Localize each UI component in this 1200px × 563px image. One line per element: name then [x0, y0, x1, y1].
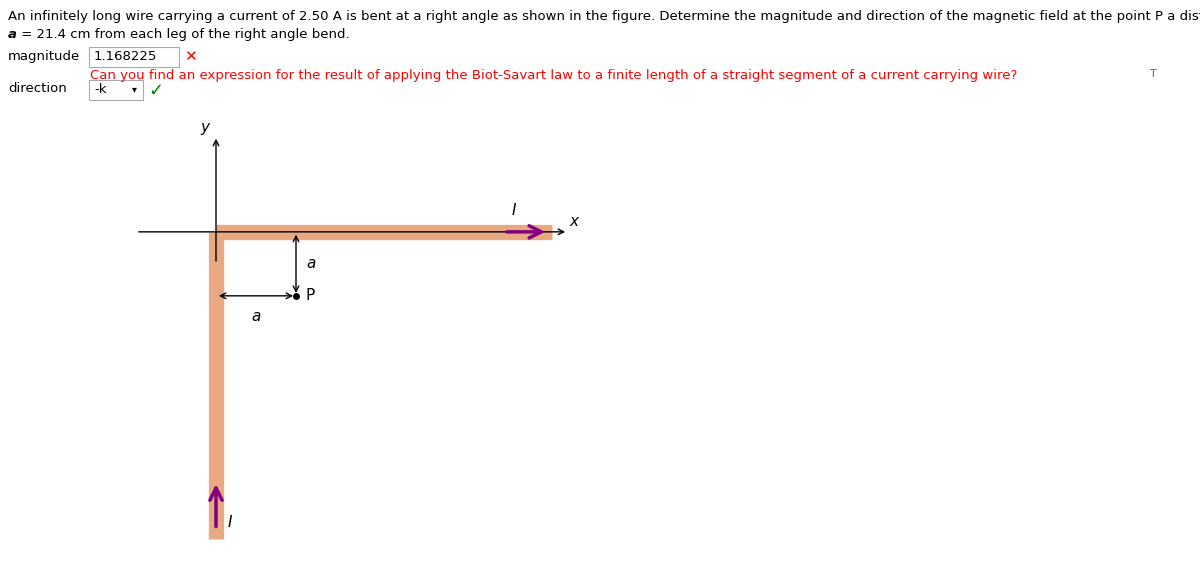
Text: Can you find an expression for the result of applying the Biot-Savart law to a f: Can you find an expression for the resul…	[90, 69, 1018, 82]
Text: ▾: ▾	[132, 84, 137, 94]
Text: ✓: ✓	[148, 82, 163, 100]
Text: 1.168225: 1.168225	[94, 50, 157, 63]
Text: = 21.4 cm from each leg of the right angle bend.: = 21.4 cm from each leg of the right ang…	[17, 28, 349, 41]
Text: I: I	[511, 203, 516, 218]
Text: P: P	[306, 288, 314, 303]
Text: An infinitely long wire carrying a current of 2.50 A is bent at a right angle as: An infinitely long wire carrying a curre…	[8, 10, 1200, 23]
Text: I: I	[228, 516, 233, 530]
FancyBboxPatch shape	[89, 47, 179, 67]
Text: a: a	[306, 256, 316, 271]
Text: direction: direction	[8, 82, 67, 95]
Text: T: T	[1150, 69, 1157, 79]
Text: -k: -k	[94, 83, 107, 96]
Text: x: x	[570, 213, 578, 229]
Text: a: a	[251, 309, 260, 324]
Text: magnitude: magnitude	[8, 50, 80, 63]
Text: a: a	[8, 28, 17, 41]
Text: ✕: ✕	[184, 49, 197, 64]
Text: y: y	[200, 119, 210, 135]
FancyBboxPatch shape	[89, 80, 143, 100]
